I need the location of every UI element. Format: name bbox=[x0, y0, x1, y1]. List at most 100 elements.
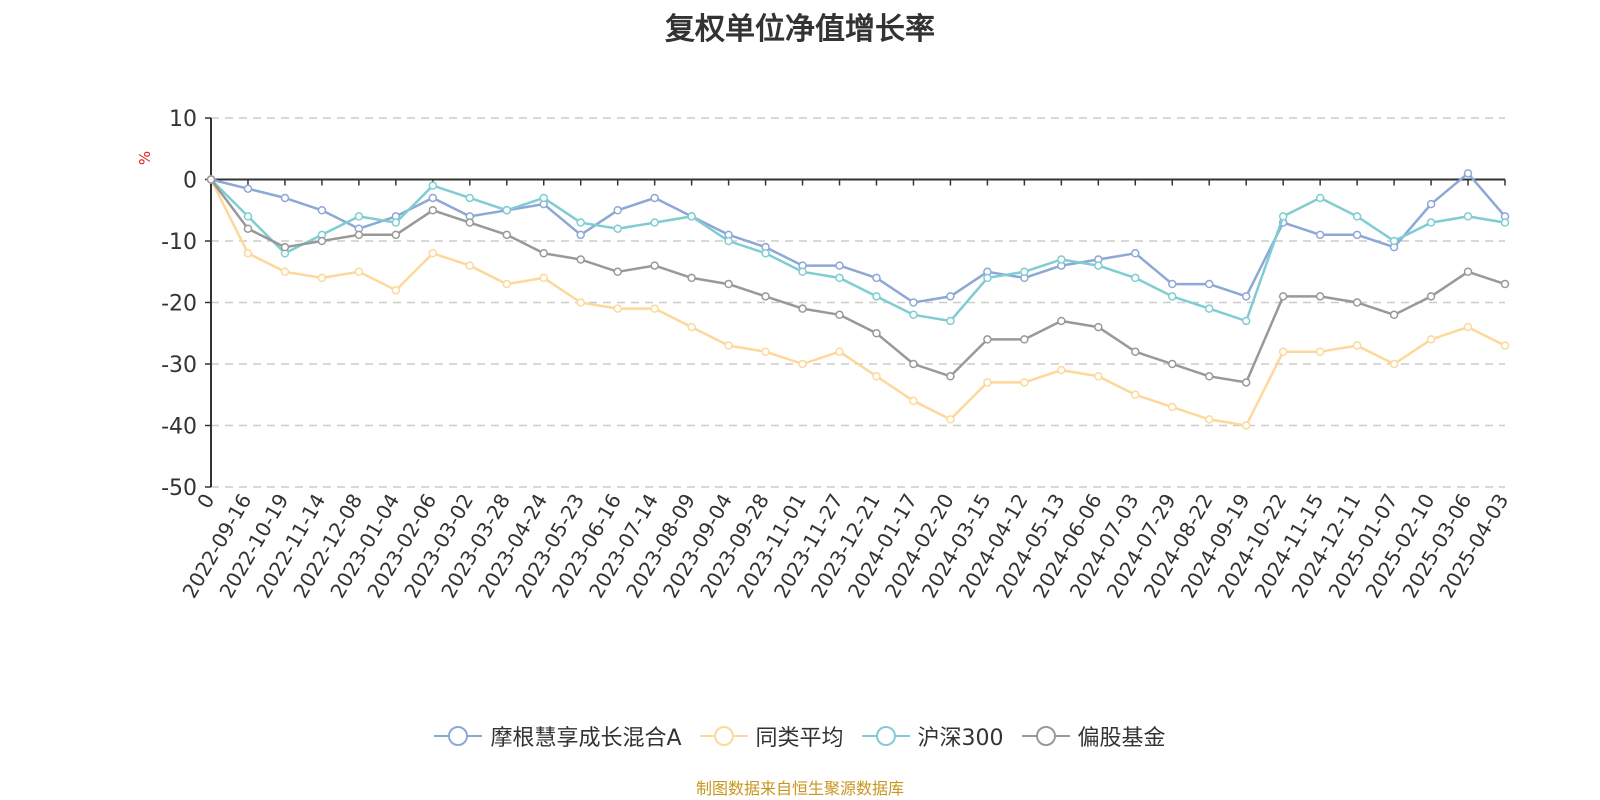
data-point bbox=[243, 212, 253, 221]
data-point bbox=[946, 372, 955, 381]
data-point bbox=[613, 206, 622, 215]
data-point bbox=[1278, 212, 1288, 221]
data-point bbox=[1131, 390, 1140, 399]
data-point bbox=[354, 212, 364, 221]
data-point bbox=[1131, 249, 1140, 258]
data-point bbox=[983, 378, 992, 387]
y-axis-unit: % bbox=[136, 151, 154, 165]
data-point bbox=[1315, 193, 1325, 203]
y-tick-label: -20 bbox=[161, 292, 197, 317]
data-point bbox=[983, 273, 992, 283]
data-point bbox=[1463, 322, 1473, 332]
data-point bbox=[1204, 279, 1214, 289]
chart-title: 复权单位净值增长率 bbox=[665, 12, 935, 47]
y-tick-labels: 10 0 -10 -20 -30 -40 -50 bbox=[161, 107, 211, 501]
legend-marker bbox=[861, 726, 910, 746]
data-point bbox=[1315, 230, 1325, 240]
data-point bbox=[1315, 347, 1325, 356]
data-point bbox=[1389, 236, 1399, 246]
y-tick-label: -10 bbox=[161, 230, 197, 255]
data-point bbox=[1352, 298, 1362, 307]
legend-marker bbox=[434, 726, 483, 746]
data-point bbox=[1131, 273, 1140, 283]
legend-label: 偏股基金 bbox=[1077, 726, 1166, 751]
legend-label: 同类平均 bbox=[755, 726, 844, 751]
legend-item[interactable]: 沪深300 bbox=[861, 720, 1004, 752]
data-point bbox=[1168, 292, 1177, 301]
data-point bbox=[1094, 372, 1103, 381]
data-point bbox=[465, 193, 475, 203]
data-point bbox=[687, 212, 696, 221]
data-point bbox=[502, 206, 512, 215]
data-point bbox=[613, 267, 622, 276]
data-point bbox=[650, 218, 659, 227]
data-point bbox=[724, 236, 733, 246]
data-point bbox=[761, 347, 770, 356]
data-point bbox=[280, 267, 290, 276]
series-line bbox=[210, 178, 1506, 323]
x-tick-labels: 02022-09-162022-10-192022-11-142022-12-0… bbox=[177, 179, 1513, 602]
y-tick-label: 0 bbox=[183, 169, 197, 194]
data-point bbox=[1057, 365, 1066, 375]
data-point bbox=[1389, 310, 1399, 320]
data-point bbox=[391, 285, 401, 295]
data-point bbox=[428, 249, 438, 258]
data-point bbox=[1168, 359, 1177, 369]
series-1 bbox=[206, 175, 1510, 430]
data-point bbox=[1131, 347, 1140, 356]
data-point bbox=[502, 230, 512, 240]
data-point bbox=[1204, 372, 1214, 381]
legend-item[interactable]: 同类平均 bbox=[699, 720, 844, 752]
series-lines bbox=[206, 169, 1510, 430]
legend-marker bbox=[699, 726, 748, 746]
data-point bbox=[687, 322, 696, 332]
data-point bbox=[1020, 267, 1029, 276]
source-note: 制图数据来自恒生聚源数据库 bbox=[695, 779, 904, 798]
data-point bbox=[280, 242, 290, 252]
data-point bbox=[1426, 335, 1436, 344]
data-point bbox=[835, 310, 844, 320]
data-point bbox=[872, 292, 881, 301]
data-point bbox=[206, 175, 216, 184]
data-point bbox=[613, 224, 622, 233]
legend-marker bbox=[1021, 726, 1070, 746]
series-3 bbox=[206, 175, 1510, 387]
legend-item[interactable]: 摩根慧享成长混合A bbox=[434, 720, 682, 752]
data-point bbox=[946, 415, 955, 424]
data-point bbox=[465, 261, 475, 270]
data-point bbox=[798, 267, 807, 276]
y-tick-label: 10 bbox=[169, 107, 197, 132]
data-point bbox=[1241, 292, 1251, 301]
data-point bbox=[428, 206, 438, 215]
data-point bbox=[1020, 335, 1029, 344]
series-0 bbox=[206, 169, 1510, 307]
data-point bbox=[1426, 292, 1436, 301]
data-point bbox=[243, 249, 253, 258]
grid-lines bbox=[211, 117, 1505, 488]
data-point bbox=[761, 292, 770, 301]
data-point bbox=[1352, 212, 1362, 221]
data-point bbox=[1168, 279, 1177, 289]
data-point bbox=[1315, 292, 1325, 301]
data-point bbox=[1426, 199, 1436, 209]
data-point bbox=[1241, 421, 1251, 430]
data-point bbox=[872, 273, 881, 283]
data-point bbox=[909, 359, 918, 369]
series-line bbox=[209, 178, 1506, 427]
data-point bbox=[243, 224, 253, 233]
data-point bbox=[1094, 322, 1103, 332]
data-point bbox=[798, 304, 807, 313]
data-point bbox=[1500, 218, 1510, 227]
legend-label: 沪深300 bbox=[917, 726, 1004, 751]
data-point bbox=[650, 261, 659, 270]
data-point bbox=[317, 236, 327, 246]
y-tick-label: -30 bbox=[161, 353, 197, 378]
data-point bbox=[317, 273, 327, 283]
data-point bbox=[1426, 218, 1436, 227]
data-point bbox=[1057, 255, 1066, 264]
data-point bbox=[1204, 304, 1214, 313]
data-point bbox=[428, 181, 438, 190]
data-point bbox=[1463, 267, 1473, 276]
legend-item[interactable]: 偏股基金 bbox=[1021, 720, 1166, 752]
